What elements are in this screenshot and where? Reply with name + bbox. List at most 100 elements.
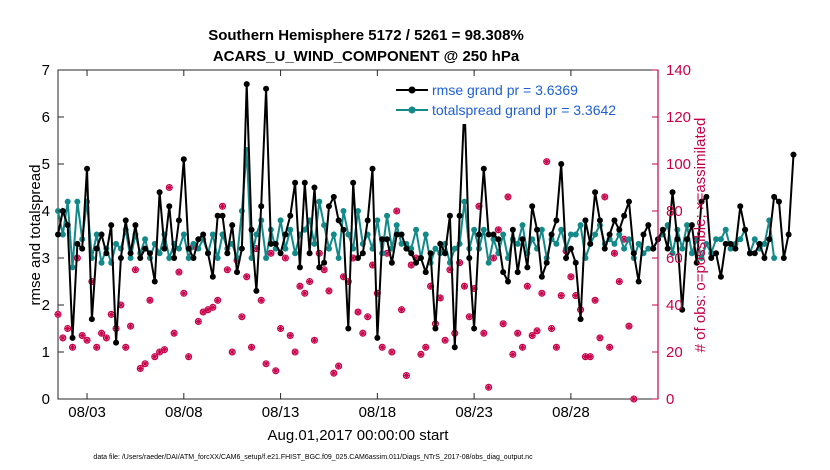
rmse-point	[340, 226, 347, 233]
obs-assimilated-point	[78, 332, 86, 339]
obs-assimilated-stroke	[282, 255, 289, 261]
totalspread-point	[335, 255, 342, 261]
rmse-point	[756, 240, 763, 247]
totalspread-point	[64, 198, 71, 205]
rmse-point	[553, 217, 560, 224]
obs-assimilated-point	[625, 322, 633, 330]
obs-assimilated-point	[485, 384, 492, 391]
totalspread-point	[771, 255, 778, 261]
rmse-point	[171, 255, 178, 261]
obs-assimilated-stroke	[98, 330, 105, 336]
obs-assimilated-point	[103, 334, 110, 342]
obs-assimilated-stroke	[389, 349, 395, 355]
obs-assimilated-point	[480, 330, 488, 337]
obs-assimilated-point	[398, 306, 405, 313]
x-tick-label: 08/13	[262, 404, 300, 421]
rmse-point	[567, 245, 574, 252]
obs-assimilated-point	[209, 304, 217, 311]
obs-assimilated-stroke	[515, 330, 521, 336]
obs-assimilated-point	[591, 297, 599, 304]
obs-assimilated-stroke	[161, 347, 168, 353]
rmse-point	[306, 250, 313, 257]
obs-assimilated-stroke	[398, 307, 405, 313]
totalspread-point	[592, 231, 599, 238]
obs-assimilated-stroke	[529, 332, 535, 339]
rmse-point	[98, 231, 105, 238]
obs-assimilated-point	[69, 344, 76, 351]
obs-assimilated-stroke	[69, 344, 76, 350]
obs-assimilated-stroke	[418, 351, 424, 357]
totalspread-point	[98, 259, 105, 266]
obs-assimilated-point	[287, 332, 294, 339]
obs-assimilated-stroke	[369, 262, 376, 268]
obs-assimilated-stroke	[355, 309, 361, 315]
obs-assimilated-stroke	[394, 208, 400, 214]
obs-assimilated-point	[122, 344, 129, 351]
rmse-point	[398, 231, 405, 238]
obs-assimilated-point	[461, 283, 468, 290]
legend-box	[392, 80, 650, 124]
rmse-point	[572, 259, 579, 266]
rmse-point	[403, 245, 410, 252]
totalspread-point	[355, 208, 361, 214]
totalspread-point	[180, 231, 187, 238]
totalspread-point	[253, 231, 260, 238]
rmse-point	[74, 240, 81, 247]
rmse-point	[630, 250, 637, 257]
totalspread-point	[263, 255, 270, 261]
rmse-point	[577, 316, 584, 323]
rmse-point	[766, 236, 773, 243]
y-tick-label-right: 80	[666, 203, 683, 220]
rmse-point	[592, 189, 599, 196]
obs-assimilated-stroke	[287, 332, 293, 339]
totalspread-point	[340, 208, 347, 214]
rmse-point	[698, 198, 705, 205]
rmse-point	[688, 222, 695, 229]
totalspread-point	[514, 240, 521, 247]
obs-assimilated-point	[335, 362, 342, 370]
rmse-point	[238, 245, 245, 252]
rmse-point	[417, 255, 424, 261]
totalspread-point	[422, 231, 429, 238]
rmse-point	[180, 156, 187, 163]
rmse-point	[442, 250, 449, 257]
rmse-point	[466, 255, 473, 261]
rmse-point	[359, 250, 366, 257]
obs-assimilated-point	[175, 268, 183, 276]
obs-assimilated-point	[533, 327, 541, 335]
rmse-point	[563, 255, 570, 261]
totalspread-point	[59, 231, 66, 238]
rmse-point	[548, 231, 555, 238]
totalspread-point	[645, 245, 652, 252]
rmse-point	[55, 231, 61, 238]
rmse-point	[480, 165, 487, 172]
obs-assimilated-stroke	[84, 337, 90, 343]
x-tick-label: 08/28	[552, 404, 590, 421]
obs-assimilated-point	[587, 353, 594, 360]
obs-assimilated-point	[311, 337, 318, 344]
obs-assimilated-point	[59, 334, 67, 342]
obs-assimilated-stroke	[408, 262, 414, 268]
rmse-point	[475, 231, 482, 238]
rmse-point	[321, 259, 328, 266]
obs-assimilated-point	[83, 337, 91, 344]
obs-assimilated-stroke	[573, 292, 579, 299]
obs-assimilated-point	[204, 306, 212, 313]
rmse-point	[713, 250, 720, 257]
obs-assimilated-stroke	[350, 255, 356, 261]
obs-assimilated-stroke	[592, 297, 598, 303]
rmse-point	[142, 245, 149, 252]
obs-assimilated-point	[408, 261, 415, 269]
rmse-point	[601, 245, 608, 252]
obs-assimilated-point	[528, 332, 536, 339]
totalspread-point	[74, 198, 81, 205]
legend-rmse-label: rmse grand pr = 3.6369	[432, 82, 578, 98]
rmse-point	[674, 236, 681, 243]
obs-assimilated-point	[54, 311, 62, 318]
rmse-point	[200, 231, 207, 238]
obs-assimilated-stroke	[253, 245, 260, 252]
legend-spread-label: totalspread grand pr = 3.3642	[432, 102, 616, 118]
obs-assimilated-stroke	[171, 330, 177, 336]
totalspread-point	[413, 226, 420, 233]
obs-assimilated-point	[606, 344, 613, 351]
